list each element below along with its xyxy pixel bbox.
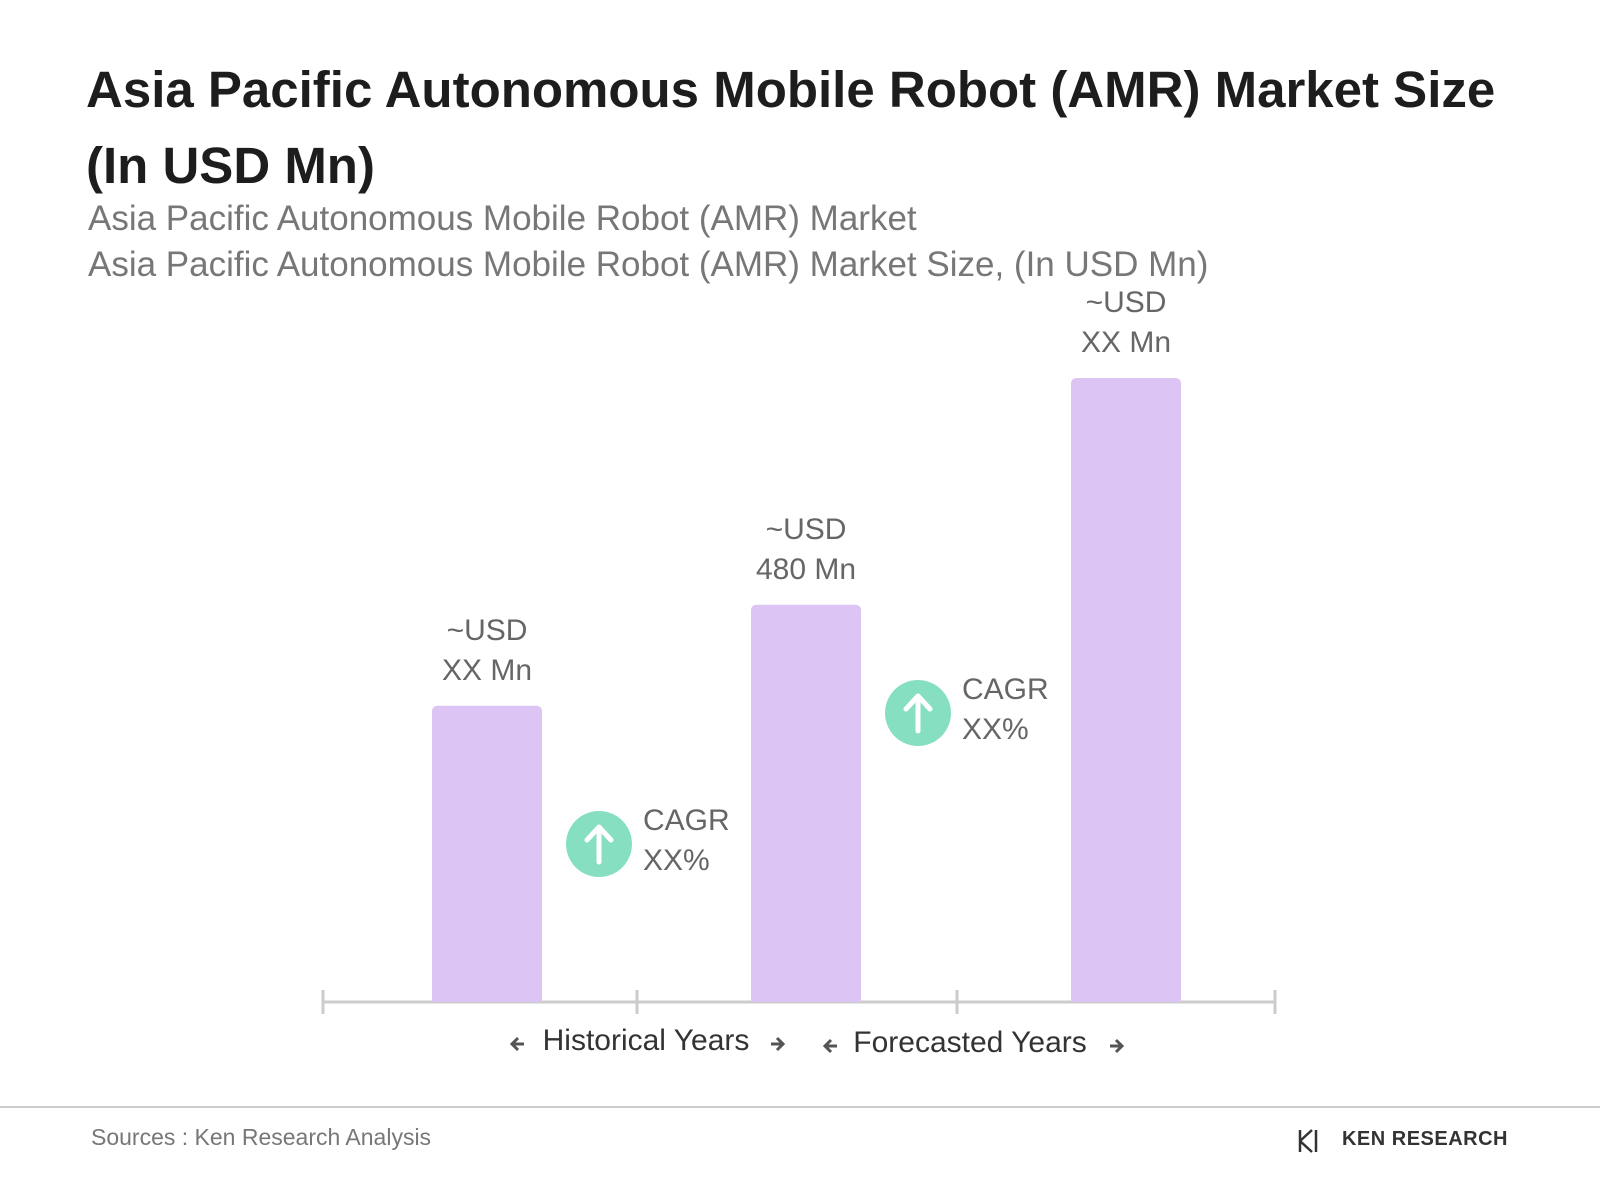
value-label: ~USD XX Mn: [1080, 286, 1172, 359]
bar: [1071, 378, 1181, 1002]
value-label: ~USD XX Mn: [441, 613, 533, 687]
cagr-arrow: [584, 824, 614, 865]
period-label: Historical Years: [542, 1024, 750, 1057]
cagr-arrow: [903, 693, 933, 734]
cagr-label: CAGR XX%: [643, 804, 730, 877]
chart-title: Asia Pacific Autonomous Mobile Robot (AM…: [86, 61, 1496, 194]
period-label: Forecasted Years: [853, 1026, 1087, 1059]
bar: [751, 604, 861, 1002]
logo-text: KEN RESEARCH: [1341, 1128, 1508, 1150]
subtitle: Asia Pacific Autonomous Mobile Robot (AM…: [88, 245, 1209, 284]
logo-icon: [1298, 1129, 1318, 1153]
bar: [432, 705, 542, 1002]
value-label: ~USD 480 Mn: [755, 512, 857, 586]
source-note: Sources : Ken Research Analysis: [91, 1124, 432, 1150]
subtitle: Asia Pacific Autonomous Mobile Robot (AM…: [88, 199, 917, 238]
period-arrows: [509, 1036, 1125, 1054]
cagr-label: CAGR XX%: [962, 673, 1049, 746]
